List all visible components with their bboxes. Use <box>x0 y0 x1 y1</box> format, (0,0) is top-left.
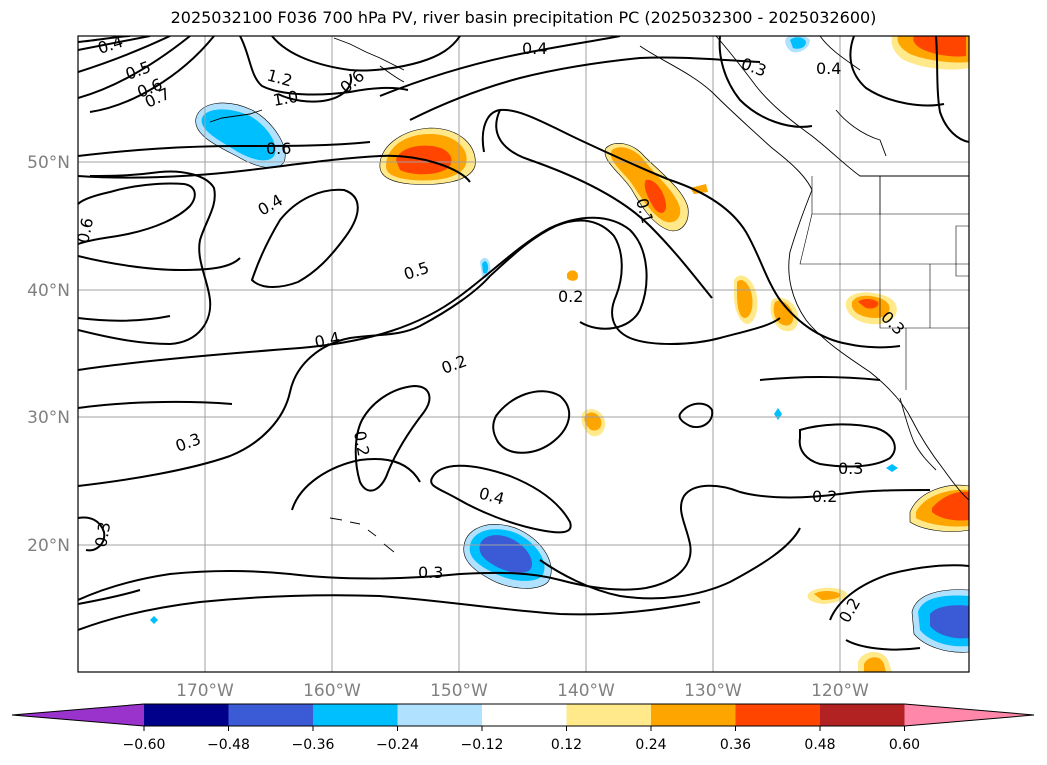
lon-label-140w: 140°W <box>557 681 615 701</box>
longitude-labels: 170°W 160°W 150°W 140°W 130°W 120°W <box>176 681 869 701</box>
colorbar-tick-label: 0.12 <box>551 737 582 753</box>
colorbar-segment <box>144 704 229 726</box>
colorbar-segment <box>12 704 144 726</box>
colorbar-segment <box>820 704 905 726</box>
colorbar-tick-label: 0.60 <box>889 737 920 753</box>
negative-anomaly-se <box>912 589 969 653</box>
state-borders <box>799 176 969 390</box>
colorbar-segment <box>313 704 398 726</box>
colorbar-tick-label: −0.60 <box>123 737 166 753</box>
contour-label: 0.4 <box>522 39 547 58</box>
positive-anomaly-bc <box>379 128 476 185</box>
latitude-labels: 50°N 40°N 30°N 20°N <box>27 153 70 556</box>
colorbar-segment <box>228 704 313 726</box>
lat-label-50n: 50°N <box>27 153 70 173</box>
map-frame <box>77 35 970 673</box>
contour-label: 0.2 <box>350 429 373 457</box>
contour-label: 0.4 <box>816 59 841 78</box>
contour-label: 0.3 <box>838 459 863 478</box>
colorbar-tick-label: −0.12 <box>461 737 504 753</box>
colorbar-segment <box>566 704 651 726</box>
colorbar-segment <box>482 704 567 726</box>
contour-label: 0.2 <box>558 287 583 306</box>
coastlines <box>209 36 969 553</box>
lat-label-40n: 40°N <box>27 281 70 301</box>
colorbar-tick-label: −0.36 <box>292 737 335 753</box>
lat-label-20n: 20°N <box>27 536 70 556</box>
lat-label-30n: 30°N <box>27 408 70 428</box>
colorbar-segment <box>651 704 736 726</box>
colorbar: −0.60 −0.48 −0.36 −0.24 −0.12 0.12 0.24 … <box>11 703 1035 753</box>
colorbar-tick-label: −0.24 <box>376 737 419 753</box>
pv-contours <box>78 36 969 651</box>
negative-anomaly-hawaii <box>463 524 552 589</box>
positive-anomaly-ne-corner <box>891 36 969 70</box>
contour-label: 0.2 <box>812 487 837 506</box>
colorbar-segment <box>904 704 1034 726</box>
colorbar-segment <box>397 704 482 726</box>
contour-label: 0.6 <box>266 139 291 158</box>
contour-label: 0.4 <box>313 328 342 352</box>
map-title: 2025032100 F036 700 hPa PV, river basin … <box>170 8 877 27</box>
lon-label-130w: 130°W <box>684 681 742 701</box>
contour-label: 1.0 <box>271 87 299 110</box>
positive-anomaly-nw-pacific <box>604 143 708 231</box>
contour-label: 0.4 <box>95 32 125 58</box>
positive-anomaly-mexico <box>910 485 969 532</box>
lon-label-120w: 120°W <box>811 681 869 701</box>
positive-anomaly-small-40n <box>567 270 578 281</box>
lon-label-160w: 160°W <box>303 681 361 701</box>
positive-anomaly-south <box>807 587 892 672</box>
colorbar-segment <box>735 704 820 726</box>
colorbar-tick-label: 0.24 <box>635 737 666 753</box>
lon-label-150w: 150°W <box>430 681 488 701</box>
colorbar-tick-label: −0.48 <box>207 737 250 753</box>
colorbar-tick-label: 0.36 <box>720 737 751 753</box>
colorbar-tick-label: 0.48 <box>804 737 835 753</box>
contour-label: 0.6 <box>73 216 97 245</box>
contour-label: 0.3 <box>418 563 443 582</box>
contour-label: 0.3 <box>91 520 114 548</box>
lon-label-170w: 170°W <box>176 681 234 701</box>
